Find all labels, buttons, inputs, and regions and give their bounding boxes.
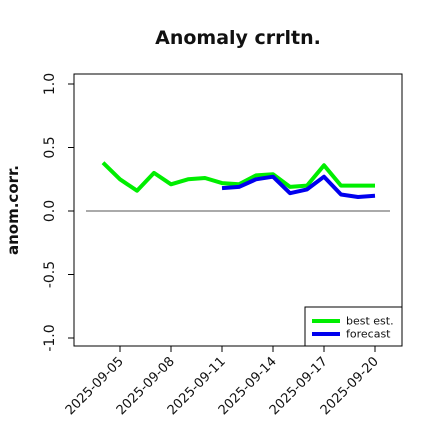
y-tick-label: -0.5 (42, 261, 58, 288)
y-tick-label: -1.0 (42, 324, 58, 351)
y-tick-label: 0.0 (42, 200, 58, 222)
x-axis: 2025-09-052025-09-082025-09-112025-09-14… (63, 346, 382, 418)
legend-label: forecast (346, 328, 391, 341)
series-line-forecast (221, 174, 376, 199)
legend-label: best est. (346, 315, 394, 328)
y-tick-label: 0.5 (42, 136, 58, 158)
series-line-best-est (101, 161, 375, 193)
y-axis-label: anom.corr. (4, 165, 22, 255)
y-axis: -1.0 -0.5 0.0 0.5 1.0 (42, 73, 74, 352)
legend: best est.forecast (304, 306, 403, 347)
chart-title: Anomaly crrltn. (155, 27, 321, 49)
series-group (101, 161, 376, 199)
y-tick-label: 1.0 (42, 73, 58, 95)
legend-box (304, 306, 403, 347)
plot-frame (73, 73, 403, 347)
